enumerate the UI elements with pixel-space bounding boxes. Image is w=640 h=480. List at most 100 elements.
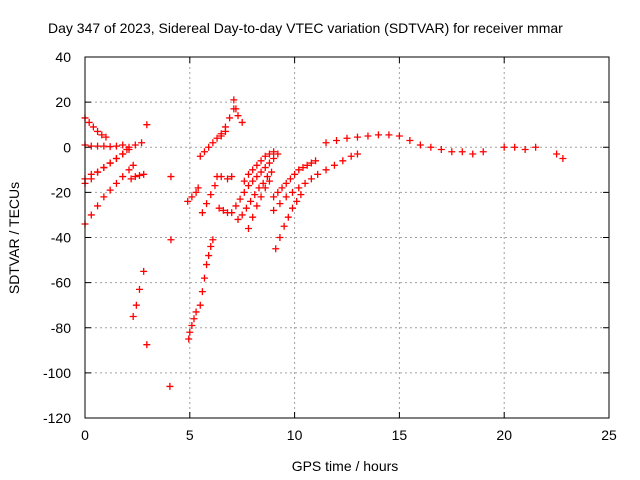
data-point [521, 146, 529, 154]
data-point [228, 209, 236, 217]
data-point [221, 123, 229, 131]
data-point [100, 193, 108, 201]
y-tick-label: -60 [51, 275, 71, 291]
series-arc-7 [127, 170, 148, 183]
data-point [100, 142, 108, 150]
data-point [85, 118, 93, 126]
data-point [112, 179, 120, 187]
series-arc-20 [240, 148, 278, 185]
series-arc-25 [427, 143, 567, 163]
data-point [94, 202, 102, 210]
data-point [532, 143, 540, 151]
data-point [226, 114, 234, 122]
data-point [230, 96, 238, 104]
series-arc-14 [213, 173, 236, 183]
data-point [143, 121, 151, 129]
data-point [257, 193, 265, 201]
series-arc-8 [185, 308, 200, 343]
data-point [274, 188, 282, 196]
data-point [253, 173, 261, 181]
data-point [406, 136, 414, 144]
data-point [374, 131, 382, 139]
data-point [307, 159, 315, 167]
data-point [125, 166, 133, 174]
data-point [458, 148, 466, 156]
data-point [295, 184, 303, 192]
data-point [322, 139, 330, 147]
data-point [209, 139, 217, 147]
data-point [188, 321, 196, 329]
data-point [244, 170, 252, 178]
data-point [353, 133, 361, 141]
data-point [249, 177, 257, 185]
data-point [299, 164, 307, 172]
series-arc-5 [81, 161, 137, 228]
data-point [265, 177, 273, 185]
data-point [289, 188, 297, 196]
y-tick-label: -80 [51, 320, 71, 336]
data-point [192, 188, 200, 196]
data-point [270, 206, 278, 214]
data-marks [81, 96, 567, 390]
series-arc-4 [81, 139, 146, 183]
data-point [295, 166, 303, 174]
tick-labels: 0 5 10 15 20 25 -120 -100 -80 -60 -40 -20 0 20 40 [43, 49, 617, 443]
data-point [347, 152, 355, 160]
data-point [87, 211, 95, 219]
data-point [186, 328, 194, 336]
data-point [268, 168, 276, 176]
data-point [196, 152, 204, 160]
data-point [448, 148, 456, 156]
data-point [100, 164, 108, 172]
data-point [312, 157, 320, 165]
y-tick-label: -20 [51, 184, 71, 200]
y-tick-label: -40 [51, 230, 71, 246]
data-point [265, 159, 273, 167]
data-point [119, 173, 127, 181]
data-point [330, 161, 338, 169]
data-point [102, 133, 110, 141]
series-arc-19 [244, 177, 273, 232]
data-point [94, 142, 102, 150]
data-point [207, 243, 215, 251]
data-point [217, 130, 225, 138]
data-point [500, 143, 508, 151]
series-arc-18 [234, 168, 276, 223]
y-tick-label: 20 [55, 94, 71, 110]
data-point [559, 155, 567, 163]
series-arc-13 [217, 105, 238, 138]
series-arc-16 [230, 96, 246, 126]
y-axis-label: SDTVAR / TECUs [6, 182, 22, 294]
data-point [127, 175, 135, 183]
data-point [205, 252, 213, 260]
series-arc-17 [228, 150, 282, 217]
data-point [112, 155, 120, 163]
data-point [282, 193, 290, 201]
x-tick-label: 10 [287, 427, 303, 443]
data-point [253, 202, 261, 210]
data-point [364, 132, 372, 140]
data-point [314, 170, 322, 178]
data-point [213, 134, 221, 142]
data-point [416, 141, 424, 149]
data-point [293, 197, 301, 205]
chart-title: Day 347 of 2023, Sidereal Day-to-day VTE… [48, 20, 563, 36]
data-point [200, 148, 208, 156]
data-point [240, 188, 248, 196]
data-point [106, 159, 114, 167]
data-point [249, 213, 257, 221]
data-point [307, 175, 315, 183]
data-point [240, 177, 248, 185]
data-point [289, 204, 297, 212]
data-point [167, 173, 175, 181]
data-point [198, 209, 206, 217]
data-point [224, 175, 232, 183]
x-tick-label: 20 [496, 427, 512, 443]
data-point [278, 184, 286, 192]
data-point [205, 143, 213, 151]
series-arc-1 [81, 114, 110, 141]
data-point [257, 157, 265, 165]
data-point [194, 184, 202, 192]
data-point [242, 204, 250, 212]
data-point [270, 148, 278, 156]
